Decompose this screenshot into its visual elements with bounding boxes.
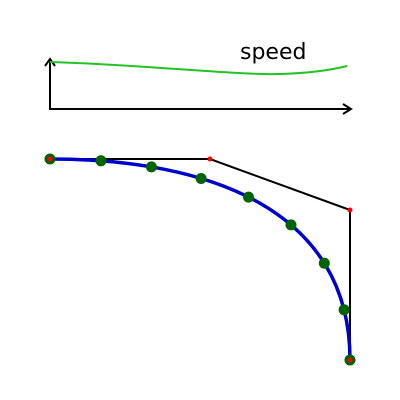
sample-point [338,304,350,316]
control-point [347,207,353,213]
control-points [47,156,353,363]
speed-y-axis-arrowhead [44,57,56,67]
sample-points [44,153,356,366]
sample-point [285,219,297,231]
sample-point [318,257,330,269]
control-point [207,156,213,162]
speed-graph: speed [44,40,353,115]
control-point [47,156,53,162]
speed-x-axis-arrowhead [342,103,353,115]
sample-point [145,161,157,173]
bezier-construction [44,153,356,366]
sample-point [195,173,207,184]
sample-point [243,191,254,203]
control-polygon [50,158,351,360]
control-point [347,357,353,363]
speed-label: speed [240,40,306,65]
bezier-curve [49,157,352,361]
speed-curve [49,61,348,76]
sample-point [95,155,107,167]
